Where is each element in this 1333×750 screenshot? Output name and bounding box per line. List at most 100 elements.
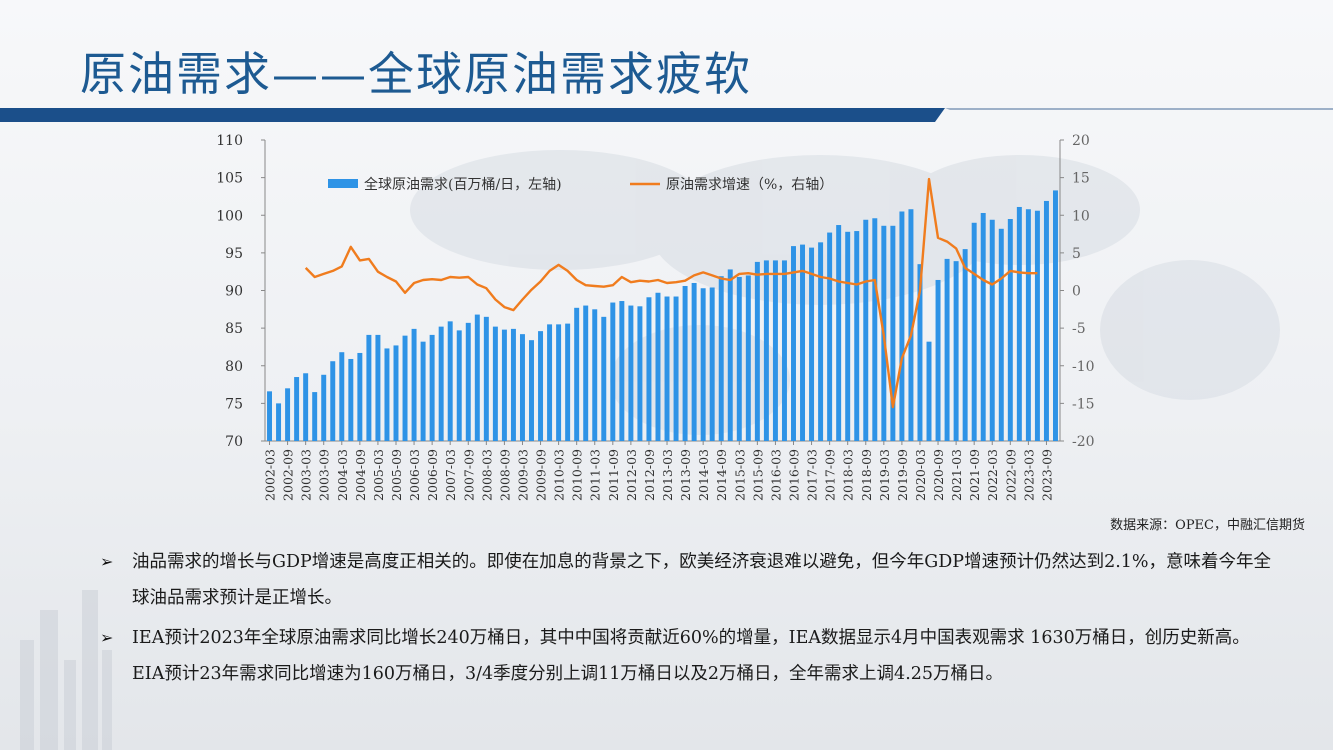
demand-bar <box>321 374 327 441</box>
x-tick-label: 2013-03 <box>660 449 675 501</box>
demand-bar <box>492 326 498 441</box>
demand-bar <box>809 247 815 441</box>
arrow-bullet-icon: ➢ <box>100 628 114 647</box>
right-tick-label: 15 <box>1072 171 1090 187</box>
demand-bar <box>718 276 724 441</box>
bullet-item: ➢ 油品需求的增长与GDP增速是高度正相关的。即使在加息的背景之下，欧美经济衰退… <box>100 544 1280 616</box>
legend-bar-swatch <box>328 179 358 188</box>
demand-bar <box>628 305 634 441</box>
demand-bar <box>935 279 941 441</box>
x-tick-label: 2017-09 <box>823 449 838 501</box>
demand-bar <box>908 209 914 441</box>
demand-bar <box>583 305 589 441</box>
demand-bar <box>1052 190 1058 441</box>
x-tick-label: 2012-09 <box>642 449 657 501</box>
demand-bar <box>285 388 291 441</box>
demand-bar <box>998 228 1004 441</box>
demand-bar <box>438 326 444 441</box>
x-tick-label: 2021-03 <box>949 449 964 501</box>
slide-title: 原油需求——全球原油需求疲软 <box>80 47 752 101</box>
demand-bar <box>556 324 562 441</box>
demand-bar <box>854 231 860 441</box>
x-tick-label: 2010-09 <box>570 449 585 501</box>
demand-bar <box>303 373 309 441</box>
demand-bar <box>465 322 471 441</box>
demand-bar <box>827 232 833 441</box>
demand-bar <box>547 324 553 441</box>
demand-bar <box>1025 209 1031 441</box>
demand-bar <box>447 321 453 441</box>
demand-bar <box>402 335 408 441</box>
left-tick-label: 105 <box>216 171 243 187</box>
demand-bar <box>637 306 643 441</box>
demand-bar <box>980 212 986 441</box>
bullet-text: 油品需求的增长与GDP增速是高度正相关的。即使在加息的背景之下，欧美经济衰退难以… <box>132 552 1272 608</box>
demand-bar <box>501 329 507 441</box>
x-tick-label: 2003-03 <box>299 449 314 501</box>
demand-bar <box>357 352 363 441</box>
right-tick-label: 0 <box>1072 284 1081 300</box>
x-tick-label: 2009-09 <box>534 449 549 501</box>
demand-bar <box>917 264 923 441</box>
demand-bar <box>646 297 652 441</box>
x-tick-label: 2008-03 <box>479 449 494 501</box>
demand-bar <box>1016 206 1022 441</box>
demand-bar <box>890 225 896 441</box>
demand-bar <box>872 218 878 441</box>
demand-bar <box>519 334 525 441</box>
demand-bar <box>619 301 625 441</box>
demand-bar <box>429 334 435 441</box>
x-tick-label: 2018-03 <box>841 449 856 501</box>
demand-bar <box>483 316 489 441</box>
demand-bar <box>691 282 697 441</box>
demand-bar <box>736 276 742 441</box>
right-tick-label: -5 <box>1072 321 1086 337</box>
x-tick-label: 2012-03 <box>624 449 639 501</box>
demand-bar <box>754 261 760 441</box>
demand-bar <box>538 331 544 441</box>
bullet-item: ➢ IEA预计2023年全球原油需求同比增长240万桶日，其中中国将贡献近60%… <box>100 620 1280 692</box>
right-tick-label: -15 <box>1072 396 1095 412</box>
left-tick-label: 100 <box>216 208 243 224</box>
bullet-text: IEA预计2023年全球原油需求同比增长240万桶日，其中中国将贡献近60%的增… <box>132 628 1250 684</box>
x-tick-label: 2019-09 <box>895 449 910 501</box>
demand-bar <box>348 358 354 441</box>
demand-bar <box>818 242 824 441</box>
left-tick-label: 110 <box>216 133 243 149</box>
x-tick-label: 2006-09 <box>425 449 440 501</box>
demand-bar <box>772 260 778 441</box>
x-tick-label: 2016-09 <box>786 449 801 501</box>
demand-bar <box>845 231 851 441</box>
demand-bar <box>393 345 399 441</box>
x-tick-label: 2013-09 <box>678 449 693 501</box>
demand-bar <box>384 348 390 441</box>
demand-bar <box>366 334 372 441</box>
demand-bar <box>565 323 571 441</box>
demand-bar <box>312 392 318 441</box>
demand-bar <box>989 219 995 441</box>
demand-bar <box>267 391 273 441</box>
left-tick-label: 95 <box>225 246 243 262</box>
legend-line-label: 原油需求增速（%，右轴） <box>666 177 833 193</box>
demand-bar <box>727 269 733 441</box>
x-tick-label: 2008-09 <box>497 449 512 501</box>
x-tick-label: 2003-09 <box>317 449 332 501</box>
arrow-bullet-icon: ➢ <box>100 552 114 571</box>
demand-bar <box>926 341 932 441</box>
demand-bar <box>962 249 968 441</box>
x-tick-label: 2006-03 <box>407 449 422 501</box>
demand-bar <box>474 314 480 441</box>
x-tick-label: 2002-03 <box>263 449 278 501</box>
demand-bar <box>763 260 769 441</box>
demand-bar <box>276 403 282 441</box>
demand-bar <box>420 341 426 441</box>
demand-bar <box>375 334 381 441</box>
x-tick-label: 2023-09 <box>1039 449 1054 501</box>
x-tick-label: 2019-03 <box>877 449 892 501</box>
x-tick-label: 2007-09 <box>461 449 476 501</box>
right-tick-label: -10 <box>1072 359 1095 375</box>
demand-bar <box>1034 210 1040 441</box>
x-tick-label: 2002-09 <box>281 449 296 501</box>
demand-bar <box>944 258 950 441</box>
